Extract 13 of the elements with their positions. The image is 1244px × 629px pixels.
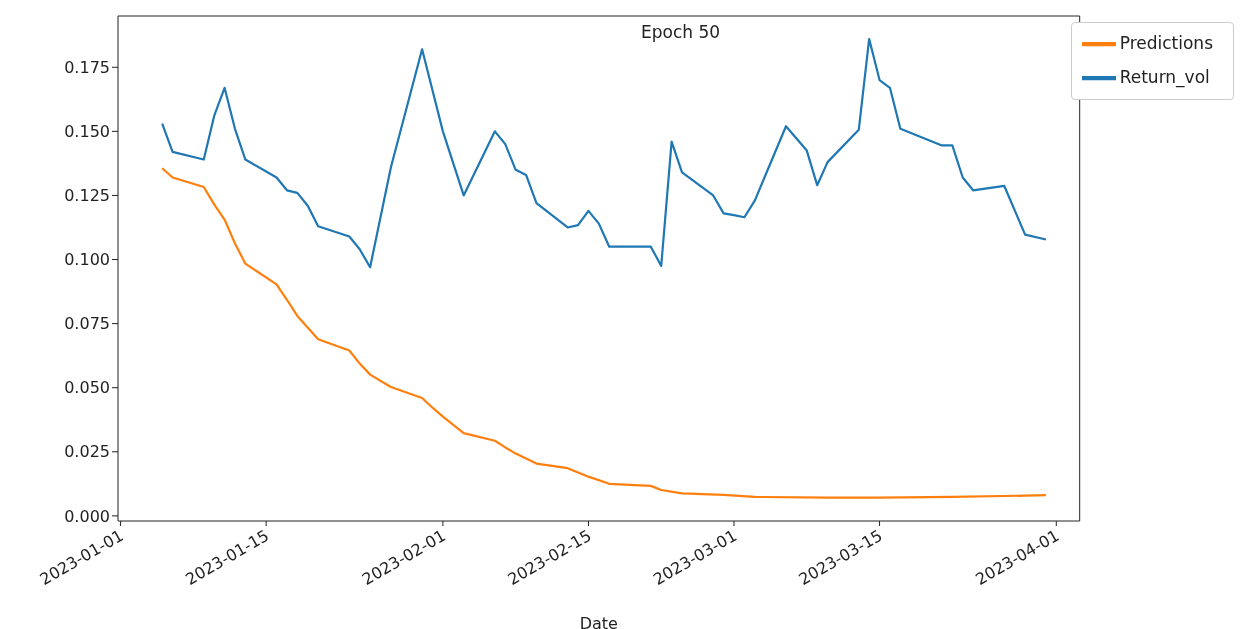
y-tick-label: 0.050 [64,378,110,398]
y-tick-label: 0.000 [64,506,110,526]
line-series [161,167,1047,499]
y-tick-label: 0.175 [64,57,110,77]
y-tick-label: 0.025 [64,442,110,462]
y-tick-label: 0.100 [64,250,110,270]
y-tick-label: 0.125 [64,186,110,206]
legend-label: Return_vol [1119,67,1210,87]
x-axis-title: Date [579,614,618,629]
legend-label: Predictions [1119,33,1213,53]
y-tick-label: 0.150 [64,122,110,142]
chart-title: Epoch 50 [640,22,721,42]
y-tick-label: 0.075 [64,314,110,334]
